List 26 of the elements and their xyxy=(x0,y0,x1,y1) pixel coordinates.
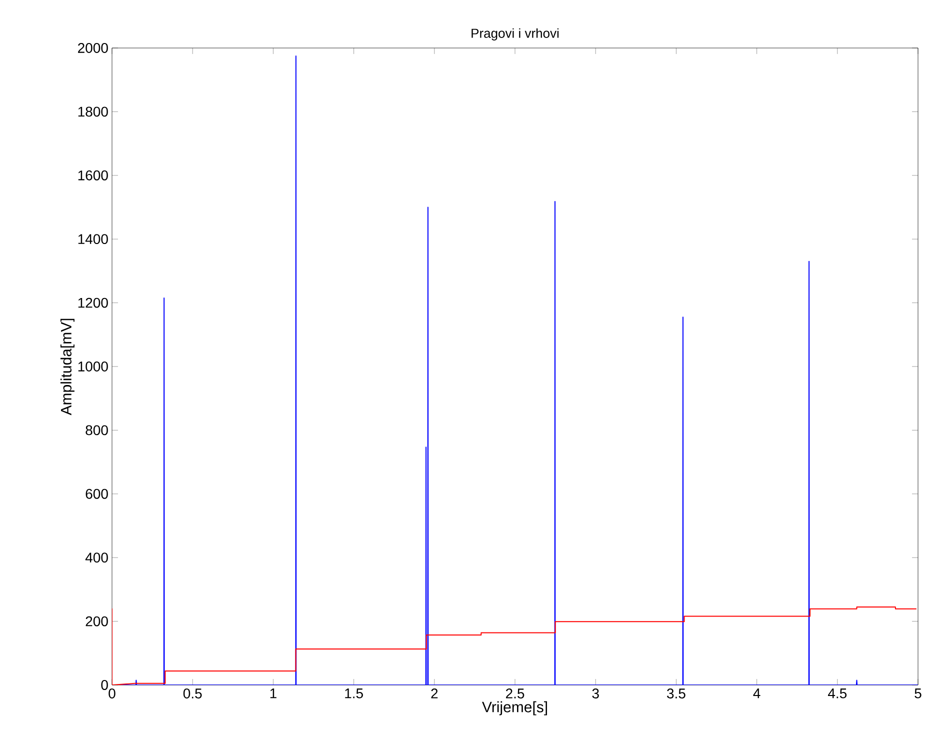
x-tick-label: 5 xyxy=(914,688,922,698)
y-tick-label: 1000 xyxy=(78,362,108,372)
x-tick-label: 4 xyxy=(753,688,760,698)
line-series xyxy=(112,606,917,685)
x-tick-label: 4.5 xyxy=(828,688,847,698)
y-tick-label: 1400 xyxy=(78,234,108,244)
y-tick-label: 0 xyxy=(101,680,108,690)
x-tick-label: 3 xyxy=(592,688,599,698)
y-tick-label: 200 xyxy=(86,616,108,626)
y-tick-label: 2000 xyxy=(78,43,108,53)
x-tick-label: 0 xyxy=(108,688,116,698)
x-tick-label: 1.5 xyxy=(345,688,363,698)
x-tick-label: 0.5 xyxy=(183,688,202,698)
y-tick-label: 1600 xyxy=(78,170,108,180)
y-tick-label: 400 xyxy=(85,552,108,563)
x-tick-label: 2.5 xyxy=(506,688,524,698)
y-tick-label: 800 xyxy=(86,425,108,436)
x-tick-label: 3.5 xyxy=(667,688,686,698)
x-tick-label: 2 xyxy=(431,688,438,698)
y-tick-label: 1800 xyxy=(78,106,108,117)
y-tick-label: 1200 xyxy=(78,298,108,308)
y-tick-label: 600 xyxy=(86,488,108,499)
y-axis-title: Amplituda[mV] xyxy=(60,318,74,416)
x-axis-title: Vrijeme[s] xyxy=(482,701,547,716)
chart-title: Pragovi i vrhovi xyxy=(472,28,559,40)
x-tick-label: 1 xyxy=(270,688,276,698)
